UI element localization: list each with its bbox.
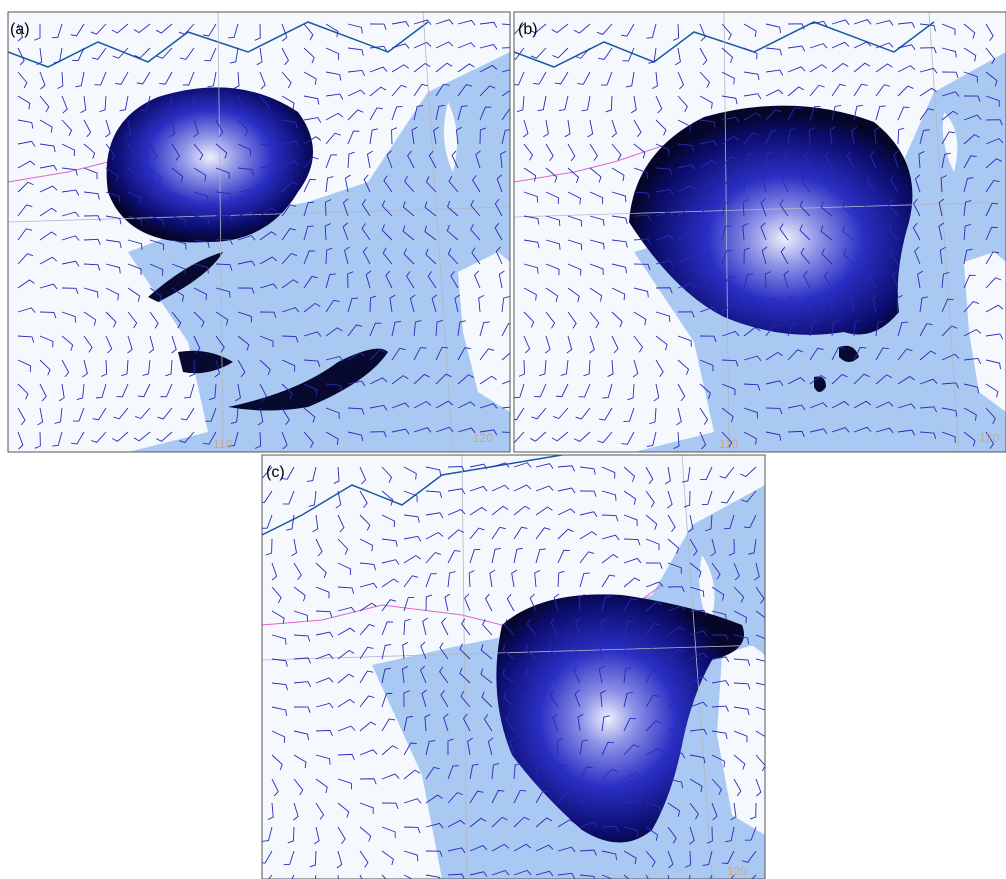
lon-label: 120 — [979, 431, 999, 445]
panel-c: (c) 120 — [257, 455, 770, 879]
panel-label: (b) — [518, 21, 538, 38]
figure: (a) 110 120 (b) 110 120 — [0, 0, 1006, 879]
lon-label: 120 — [727, 864, 747, 878]
panel-label: (a) — [10, 21, 30, 38]
lon-label: 110 — [719, 437, 738, 451]
panel-label: (c) — [266, 464, 285, 481]
panel-a: (a) 110 120 — [8, 12, 519, 452]
lon-label: 120 — [473, 431, 493, 445]
panel-b: (b) 110 120 — [509, 12, 1006, 452]
lon-label: 110 — [213, 437, 232, 451]
